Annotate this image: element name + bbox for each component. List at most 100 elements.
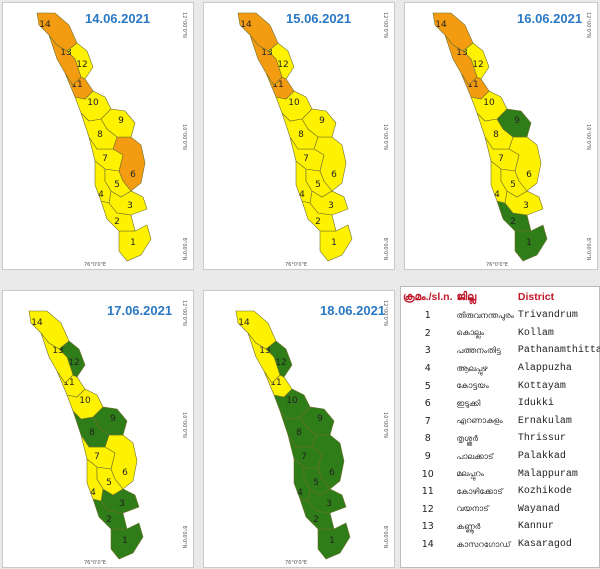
district-9 <box>301 108 337 138</box>
coord-tick-label: 8°00'0"N <box>181 526 187 549</box>
district-number-7: 7 <box>94 452 100 462</box>
district-number-5: 5 <box>510 180 516 190</box>
district-number-6: 6 <box>122 468 128 478</box>
district-number-14: 14 <box>240 20 252 30</box>
district-14 <box>237 12 279 52</box>
legend-row: 14 കാസറഗോഡ് Kasaragod <box>401 536 600 554</box>
legend-row: 6 ഇടുക്കി Idukki <box>401 395 600 413</box>
map-panel-5: 1 2 3 4 5 6 7 8 9 10 11 12 13 14 12°00'0"N 10°00'0"N 8°0… <box>203 290 395 568</box>
district-1 <box>110 522 144 560</box>
district-number-6: 6 <box>331 170 337 180</box>
district-number-13: 13 <box>261 48 272 58</box>
district-14 <box>432 12 474 52</box>
legend-row: 10 മലപ്പുറം Malappuram <box>401 465 600 483</box>
district-number-7: 7 <box>301 452 307 462</box>
district-number-6: 6 <box>130 170 136 180</box>
legend-cell-en: Thrissur <box>517 433 566 445</box>
district-number-8: 8 <box>296 428 302 438</box>
district-number-2: 2 <box>510 217 516 227</box>
district-number-7: 7 <box>102 154 108 164</box>
district-9 <box>92 406 128 436</box>
legend-cell-ml: പാലക്കാട് <box>456 451 494 461</box>
coord-tick-label: 76°0'0"E <box>285 560 307 566</box>
legend-cell-en: Trivandrum <box>517 310 578 322</box>
district-number-10: 10 <box>286 396 298 406</box>
coord-tick-label: 12°00'0"N <box>382 300 388 326</box>
legend-table: ക്രമം./sl.n. ജില്ല District 1 തിരുവനന്തപു… <box>401 287 600 553</box>
district-number-4: 4 <box>297 488 303 498</box>
district-number-12: 12 <box>68 358 79 368</box>
district-number-5: 5 <box>106 478 112 488</box>
legend-cell-no: 8 <box>424 433 431 445</box>
district-1 <box>514 224 548 262</box>
district-14 <box>235 310 277 350</box>
legend-cell-no: 1 <box>424 310 431 322</box>
legend-header-en: District <box>517 291 555 303</box>
district-number-5: 5 <box>313 478 319 488</box>
legend-row: 7 എറണാകുളം Ernakulam <box>401 413 600 431</box>
district-number-5: 5 <box>114 180 120 190</box>
district-number-11: 11 <box>272 80 283 90</box>
legend-cell-ml: എറണാകുളം <box>456 416 503 426</box>
district-1 <box>118 224 152 262</box>
coord-tick-label: 12°00'0"N <box>382 12 388 38</box>
legend-row: 1 തിരുവനന്തപുരം Trivandrum <box>401 307 600 325</box>
district-number-13: 13 <box>52 346 63 356</box>
coord-tick-label: 10°00'0"N <box>585 124 591 150</box>
coord-tick-label: 76°0'0"E <box>84 262 106 268</box>
district-number-11: 11 <box>63 378 74 388</box>
district-9 <box>496 108 532 138</box>
legend-cell-en: Palakkad <box>517 451 566 463</box>
coord-tick-label: 76°0'0"E <box>486 262 508 268</box>
legend-cell-no: 10 <box>421 468 434 480</box>
district-number-13: 13 <box>60 48 71 58</box>
district-number-13: 13 <box>259 346 270 356</box>
district-9 <box>100 108 136 138</box>
coord-tick-label: 76°0'0"E <box>84 560 106 566</box>
legend-cell-en: Alappuzha <box>517 363 572 375</box>
district-number-14: 14 <box>39 20 51 30</box>
legend-cell-ml: കോട്ടയം <box>456 381 489 391</box>
district-number-12: 12 <box>472 60 483 70</box>
district-number-1: 1 <box>329 536 335 546</box>
district-number-10: 10 <box>79 396 91 406</box>
coord-tick-label: 12°00'0"N <box>181 300 187 326</box>
legend-cell-ml: കോഴിക്കോട് <box>456 486 503 496</box>
district-number-9: 9 <box>110 414 116 424</box>
coord-tick-label: 10°00'0"N <box>382 124 388 150</box>
map-panel-2: 1 2 3 4 5 6 7 8 9 10 11 12 13 14 12°00'0"N 10°00'0"N 8°0… <box>203 2 395 270</box>
district-number-11: 11 <box>467 80 478 90</box>
district-number-4: 4 <box>98 190 104 200</box>
legend-cell-ml: മലപ്പുറം <box>456 469 484 479</box>
legend-cell-ml: കണ്ണൂർ <box>456 521 481 531</box>
legend-row: 9 പാലക്കാട് Palakkad <box>401 448 600 466</box>
legend-cell-en: Kannur <box>517 521 554 533</box>
district-9 <box>299 406 335 436</box>
legend-cell-no: 13 <box>421 521 434 533</box>
district-number-9: 9 <box>514 116 520 126</box>
legend-cell-no: 9 <box>424 451 431 463</box>
district-number-12: 12 <box>275 358 286 368</box>
district-1 <box>317 522 351 560</box>
district-number-9: 9 <box>317 414 323 424</box>
coord-tick-label: 8°00'0"N <box>181 238 187 261</box>
district-number-1: 1 <box>526 238 532 248</box>
map-date: 17.06.2021 <box>107 303 173 318</box>
district-number-11: 11 <box>71 80 82 90</box>
map-date: 18.06.2021 <box>320 303 386 318</box>
district-1 <box>319 224 353 262</box>
legend-cell-no: 5 <box>424 380 431 392</box>
legend-row: 13 കണ്ണൂർ Kannur <box>401 518 600 536</box>
district-number-1: 1 <box>122 536 128 546</box>
district-number-6: 6 <box>526 170 532 180</box>
coord-tick-label: 12°00'0"N <box>585 12 591 38</box>
district-number-2: 2 <box>114 217 120 227</box>
district-number-3: 3 <box>328 201 334 211</box>
legend-row: 11 കോഴിക്കോട് Kozhikode <box>401 483 600 501</box>
district-number-8: 8 <box>89 428 95 438</box>
district-number-14: 14 <box>435 20 447 30</box>
